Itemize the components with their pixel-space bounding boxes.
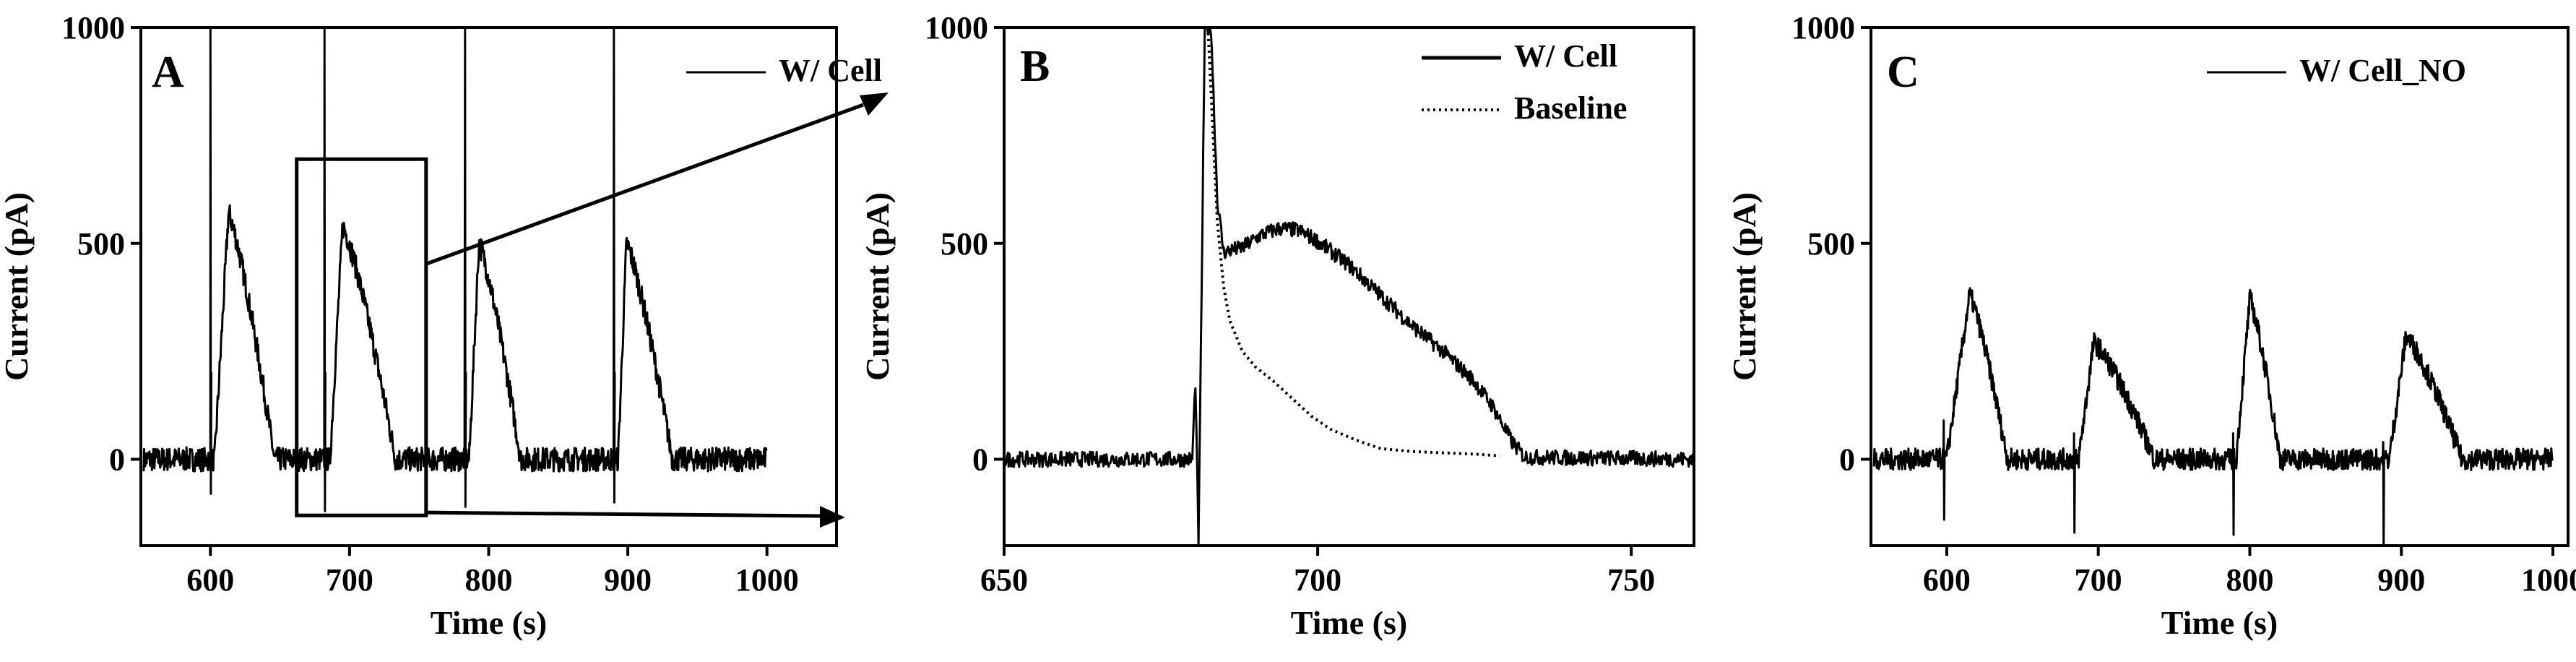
y-tick-label: 0 xyxy=(1839,442,1855,478)
y-tick-label: 1000 xyxy=(1791,10,1855,46)
legend-label: W/ Cell_NO xyxy=(2299,53,2466,88)
y-tick-label: 1000 xyxy=(61,10,125,46)
x-tick-label: 600 xyxy=(186,562,234,598)
x-tick-label: 800 xyxy=(2226,562,2273,598)
x-tick-label: 1000 xyxy=(735,562,799,598)
panel-a: 600 700 800 900 1000 0 500 1000 Time (s) Current … xyxy=(0,10,889,641)
x-axis-title: Time (s) xyxy=(431,604,547,641)
legend-label: W/ Cell xyxy=(779,53,882,88)
series-line-w-cell-no xyxy=(1872,287,2554,546)
plot-frame xyxy=(1003,26,1695,547)
series-line-w-cell xyxy=(142,27,768,512)
panel-letter: C xyxy=(1887,48,1919,97)
panel-c: 600 700 800 900 1000 0 500 1000 Time (s) Current … xyxy=(1726,10,2576,641)
x-tick-label: 900 xyxy=(2377,562,2425,598)
x-axis-title: Time (s) xyxy=(1291,604,1407,641)
y-axis-title: Current (pA) xyxy=(0,192,35,381)
y-tick-label: 0 xyxy=(109,442,125,478)
series-line-baseline xyxy=(1206,27,1500,457)
panel-b: 650 700 750 0 500 1000 Time (s) Current (pA) B W/… xyxy=(859,10,1695,641)
zoom-arrow-upper xyxy=(425,103,864,266)
x-tick-label: 700 xyxy=(2075,562,2122,598)
panel-letter: A xyxy=(152,48,184,97)
x-tick-label: 700 xyxy=(326,562,373,598)
x-tick-label: 700 xyxy=(1294,562,1341,598)
x-tick-label: 750 xyxy=(1607,562,1655,598)
zoom-arrow-lower xyxy=(425,510,824,518)
x-tick-label: 800 xyxy=(465,562,513,598)
x-axis-title: Time (s) xyxy=(2161,604,2278,641)
legend-label: W/ Cell xyxy=(1514,38,1617,74)
x-tick-label: 1000 xyxy=(2521,562,2576,598)
y-axis-title: Current (pA) xyxy=(859,192,896,381)
x-tick-label: 900 xyxy=(604,562,652,598)
zoom-arrow-lower-head xyxy=(820,506,845,528)
panel-letter: B xyxy=(1020,42,1050,91)
x-tick-label: 650 xyxy=(980,562,1028,598)
legend-label: Baseline xyxy=(1514,90,1627,126)
zoom-box xyxy=(295,157,428,517)
x-tick-label: 600 xyxy=(1923,562,1971,598)
zoom-arrow-upper-head xyxy=(860,93,889,116)
y-tick-label: 500 xyxy=(941,226,988,262)
y-tick-label: 0 xyxy=(972,442,988,478)
series-line-w-cell xyxy=(1004,27,1694,546)
y-tick-label: 500 xyxy=(77,226,125,262)
y-tick-label: 1000 xyxy=(925,10,988,46)
plot-frame xyxy=(1870,26,2569,547)
y-axis-title: Current (pA) xyxy=(1726,192,1763,381)
y-tick-label: 500 xyxy=(1807,226,1855,262)
